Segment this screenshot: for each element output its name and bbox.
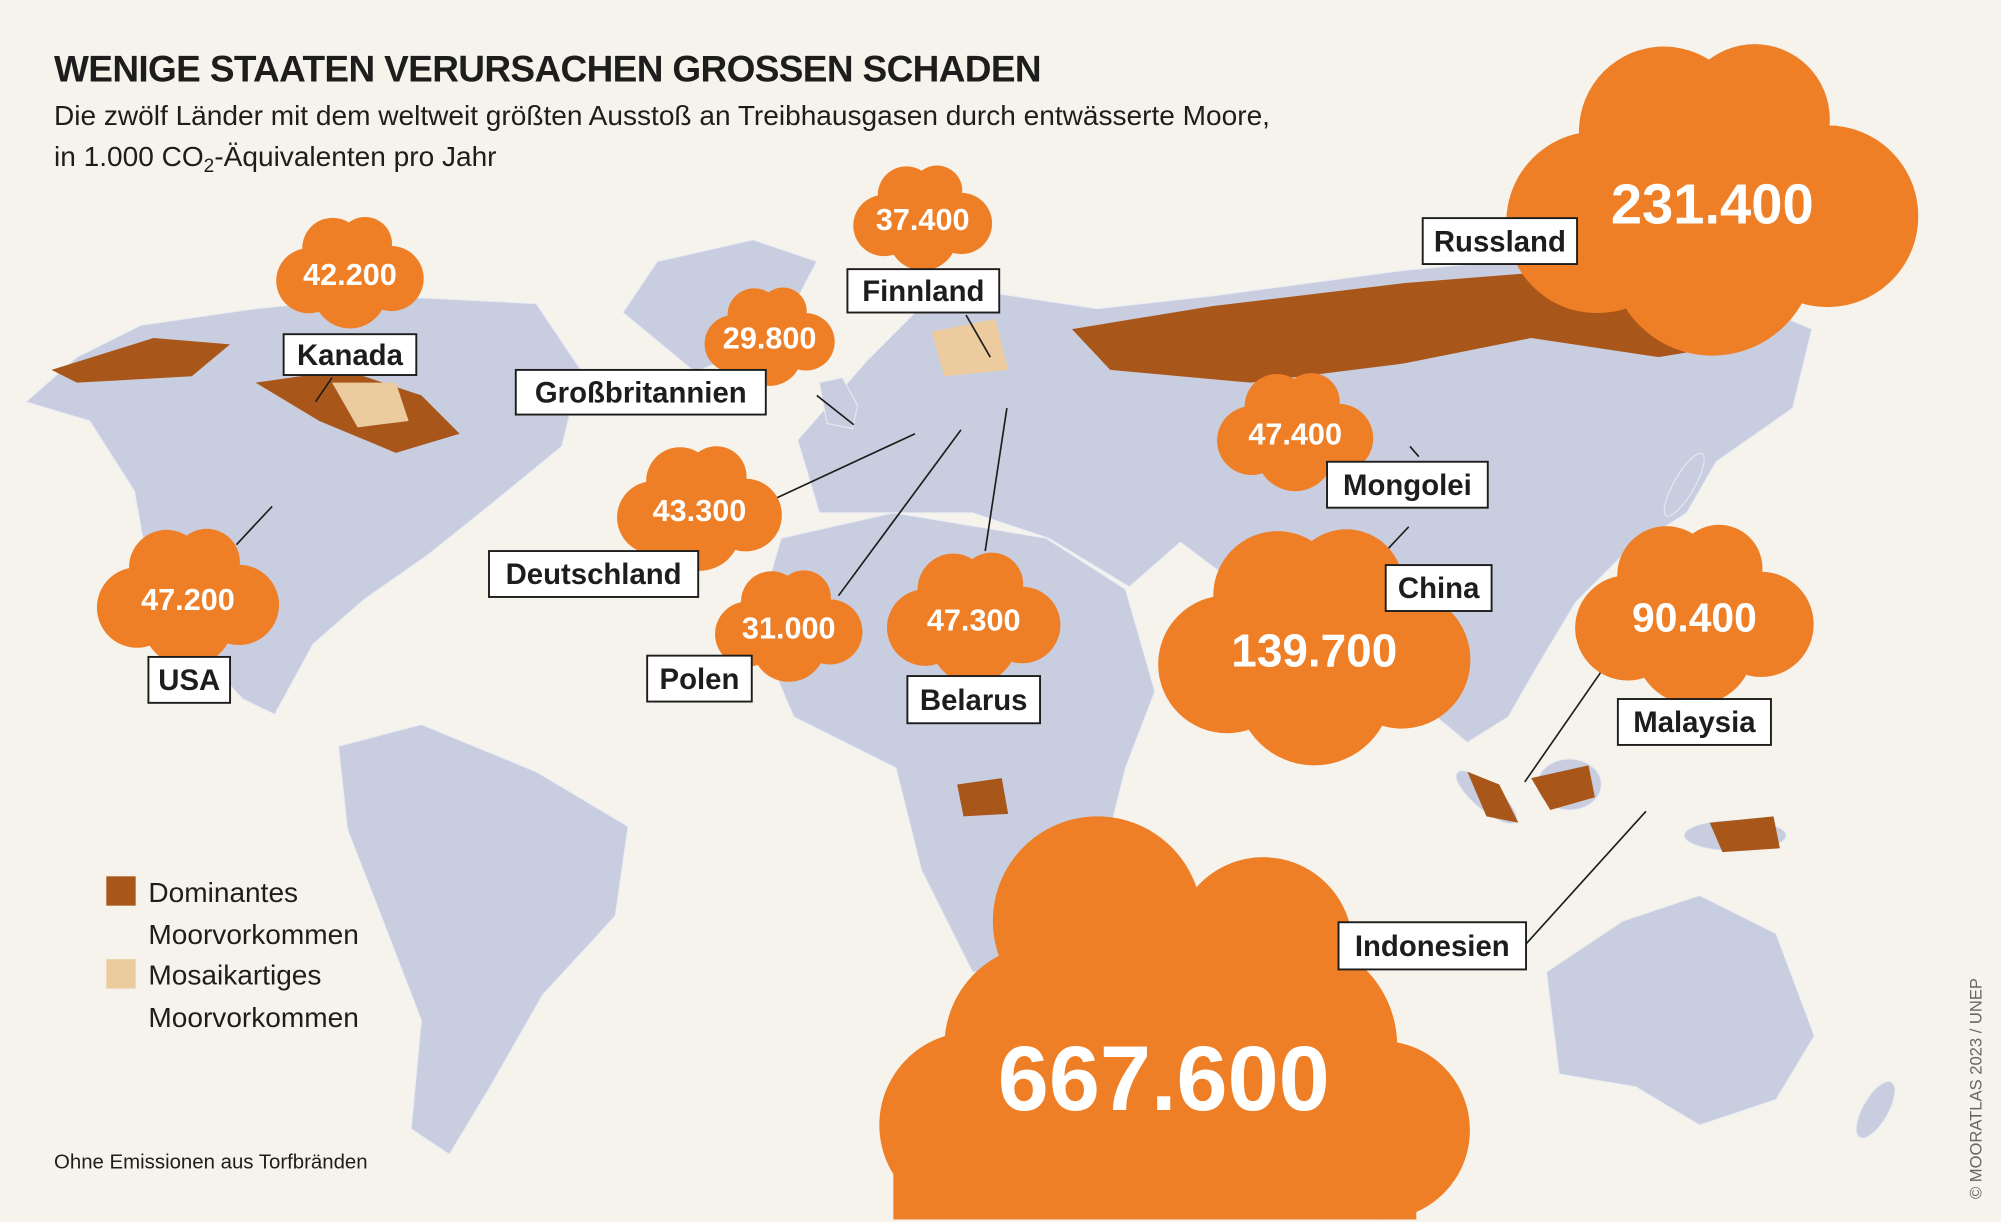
country-name: Polen <box>660 663 740 696</box>
uk <box>818 376 859 430</box>
subtitle-line-2: in 1.000 CO2-Äquivalenten pro Jahr <box>54 141 497 177</box>
emission-value: 90.400 <box>1632 595 1757 641</box>
cloud-mongolei: 47.400 <box>1217 373 1374 492</box>
country-label-malaysia: Malaysia <box>1616 698 1772 746</box>
cloud-finnland: 37.400 <box>853 165 993 271</box>
country-name: Belarus <box>920 684 1028 717</box>
japan <box>1663 452 1705 517</box>
country-label-usa: USA <box>147 655 232 704</box>
svg-text:Moorvorkommen: Moorvorkommen <box>148 1002 358 1033</box>
emission-value: 43.300 <box>653 494 747 528</box>
leader-line-belarus <box>984 408 1008 552</box>
copyright: © MOORATLAS 2023 / UNEP <box>1966 978 1985 1199</box>
cloud-polen: 31.000 <box>715 570 863 682</box>
emission-value: 37.400 <box>876 203 970 237</box>
country-label-polen: Polen <box>646 654 753 703</box>
leader-line-indonesien <box>1525 810 1647 945</box>
svg-text:Moorvorkommen: Moorvorkommen <box>148 919 358 950</box>
footnote: Ohne Emissionen aus Torfbränden <box>54 1151 368 1173</box>
emission-value: 31.000 <box>742 611 836 645</box>
emission-value: 47.300 <box>927 604 1021 638</box>
country-name: Indonesien <box>1355 930 1510 963</box>
country-label-deutschland: Deutschland <box>488 550 700 598</box>
leader-line-china <box>1387 526 1410 550</box>
south-america <box>337 723 629 1156</box>
country-label-grobritannien: Großbritannien <box>514 368 767 416</box>
cloud-belarus: 47.300 <box>886 552 1061 684</box>
cloud-malaysia: 90.400 <box>1575 524 1814 706</box>
emission-value: 231.400 <box>1611 173 1814 236</box>
leader-line-finnland <box>965 314 992 358</box>
country-label-mongolei: Mongolei <box>1326 460 1489 509</box>
legend-swatch-mosaic <box>106 959 136 989</box>
emission-value: 42.200 <box>303 258 397 292</box>
cloud-indonesien: 667.600 <box>879 816 1470 1220</box>
cloud-deutschland: 43.300 <box>617 446 782 571</box>
country-name: China <box>1398 572 1480 605</box>
country-name: Kanada <box>297 339 404 372</box>
emission-value: 47.200 <box>141 583 235 617</box>
country-label-china: China <box>1384 564 1493 612</box>
peat-mosaic-areas <box>332 318 1009 428</box>
leader-line-polen <box>837 429 962 597</box>
legend: Dominantes Moorvorkommen Mosaikartiges M… <box>106 876 359 1033</box>
new-zealand <box>1855 1080 1896 1139</box>
country-label-finnland: Finnland <box>846 268 1001 314</box>
country-name: Finnland <box>862 275 984 308</box>
leader-line-malaysia <box>1524 669 1604 783</box>
leader-line-mongolei <box>1409 445 1420 458</box>
eurasia <box>797 252 1813 744</box>
country-name: Russland <box>1434 225 1566 258</box>
country-name: Großbritannien <box>535 376 747 409</box>
country-label-russland: Russland <box>1421 217 1579 266</box>
country-name: Deutschland <box>506 558 682 591</box>
emission-value: 667.600 <box>998 1028 1330 1130</box>
emission-value: 139.700 <box>1231 625 1397 677</box>
country-label-indonesien: Indonesien <box>1337 921 1527 971</box>
country-name: USA <box>158 664 220 697</box>
leader-line-kanada <box>314 377 333 403</box>
leader-lines <box>235 314 1647 945</box>
subtitle-line-1: Die zwölf Länder mit dem weltweit größte… <box>54 100 1270 131</box>
country-name: Mongolei <box>1343 469 1472 502</box>
leader-line-grobritannien <box>816 394 855 426</box>
leader-line-deutschland <box>771 432 916 501</box>
emission-value: 47.400 <box>1248 417 1342 451</box>
leader-line-usa <box>235 505 273 546</box>
page-title: WENIGE STAATEN VERURSACHEN GROSSEN SCHAD… <box>54 49 1041 90</box>
cloud-china: 139.700 <box>1158 529 1471 766</box>
cloud-kanada: 42.200 <box>276 217 424 329</box>
cloud-usa: 47.200 <box>96 528 280 667</box>
country-callouts: 42.200 Kanada 37.400 Finnland 29.800 Großbrit… <box>96 44 1919 1220</box>
country-label-belarus: Belarus <box>906 675 1041 725</box>
svg-text:Dominantes: Dominantes <box>148 877 298 908</box>
cloud-russland: 231.400 <box>1506 44 1919 356</box>
emission-value: 29.800 <box>723 322 817 356</box>
country-name: Malaysia <box>1633 706 1756 739</box>
australia <box>1545 894 1815 1126</box>
legend-swatch-dominant <box>106 876 136 906</box>
svg-text:Mosaikartiges: Mosaikartiges <box>148 960 321 991</box>
country-label-kanada: Kanada <box>282 333 418 376</box>
